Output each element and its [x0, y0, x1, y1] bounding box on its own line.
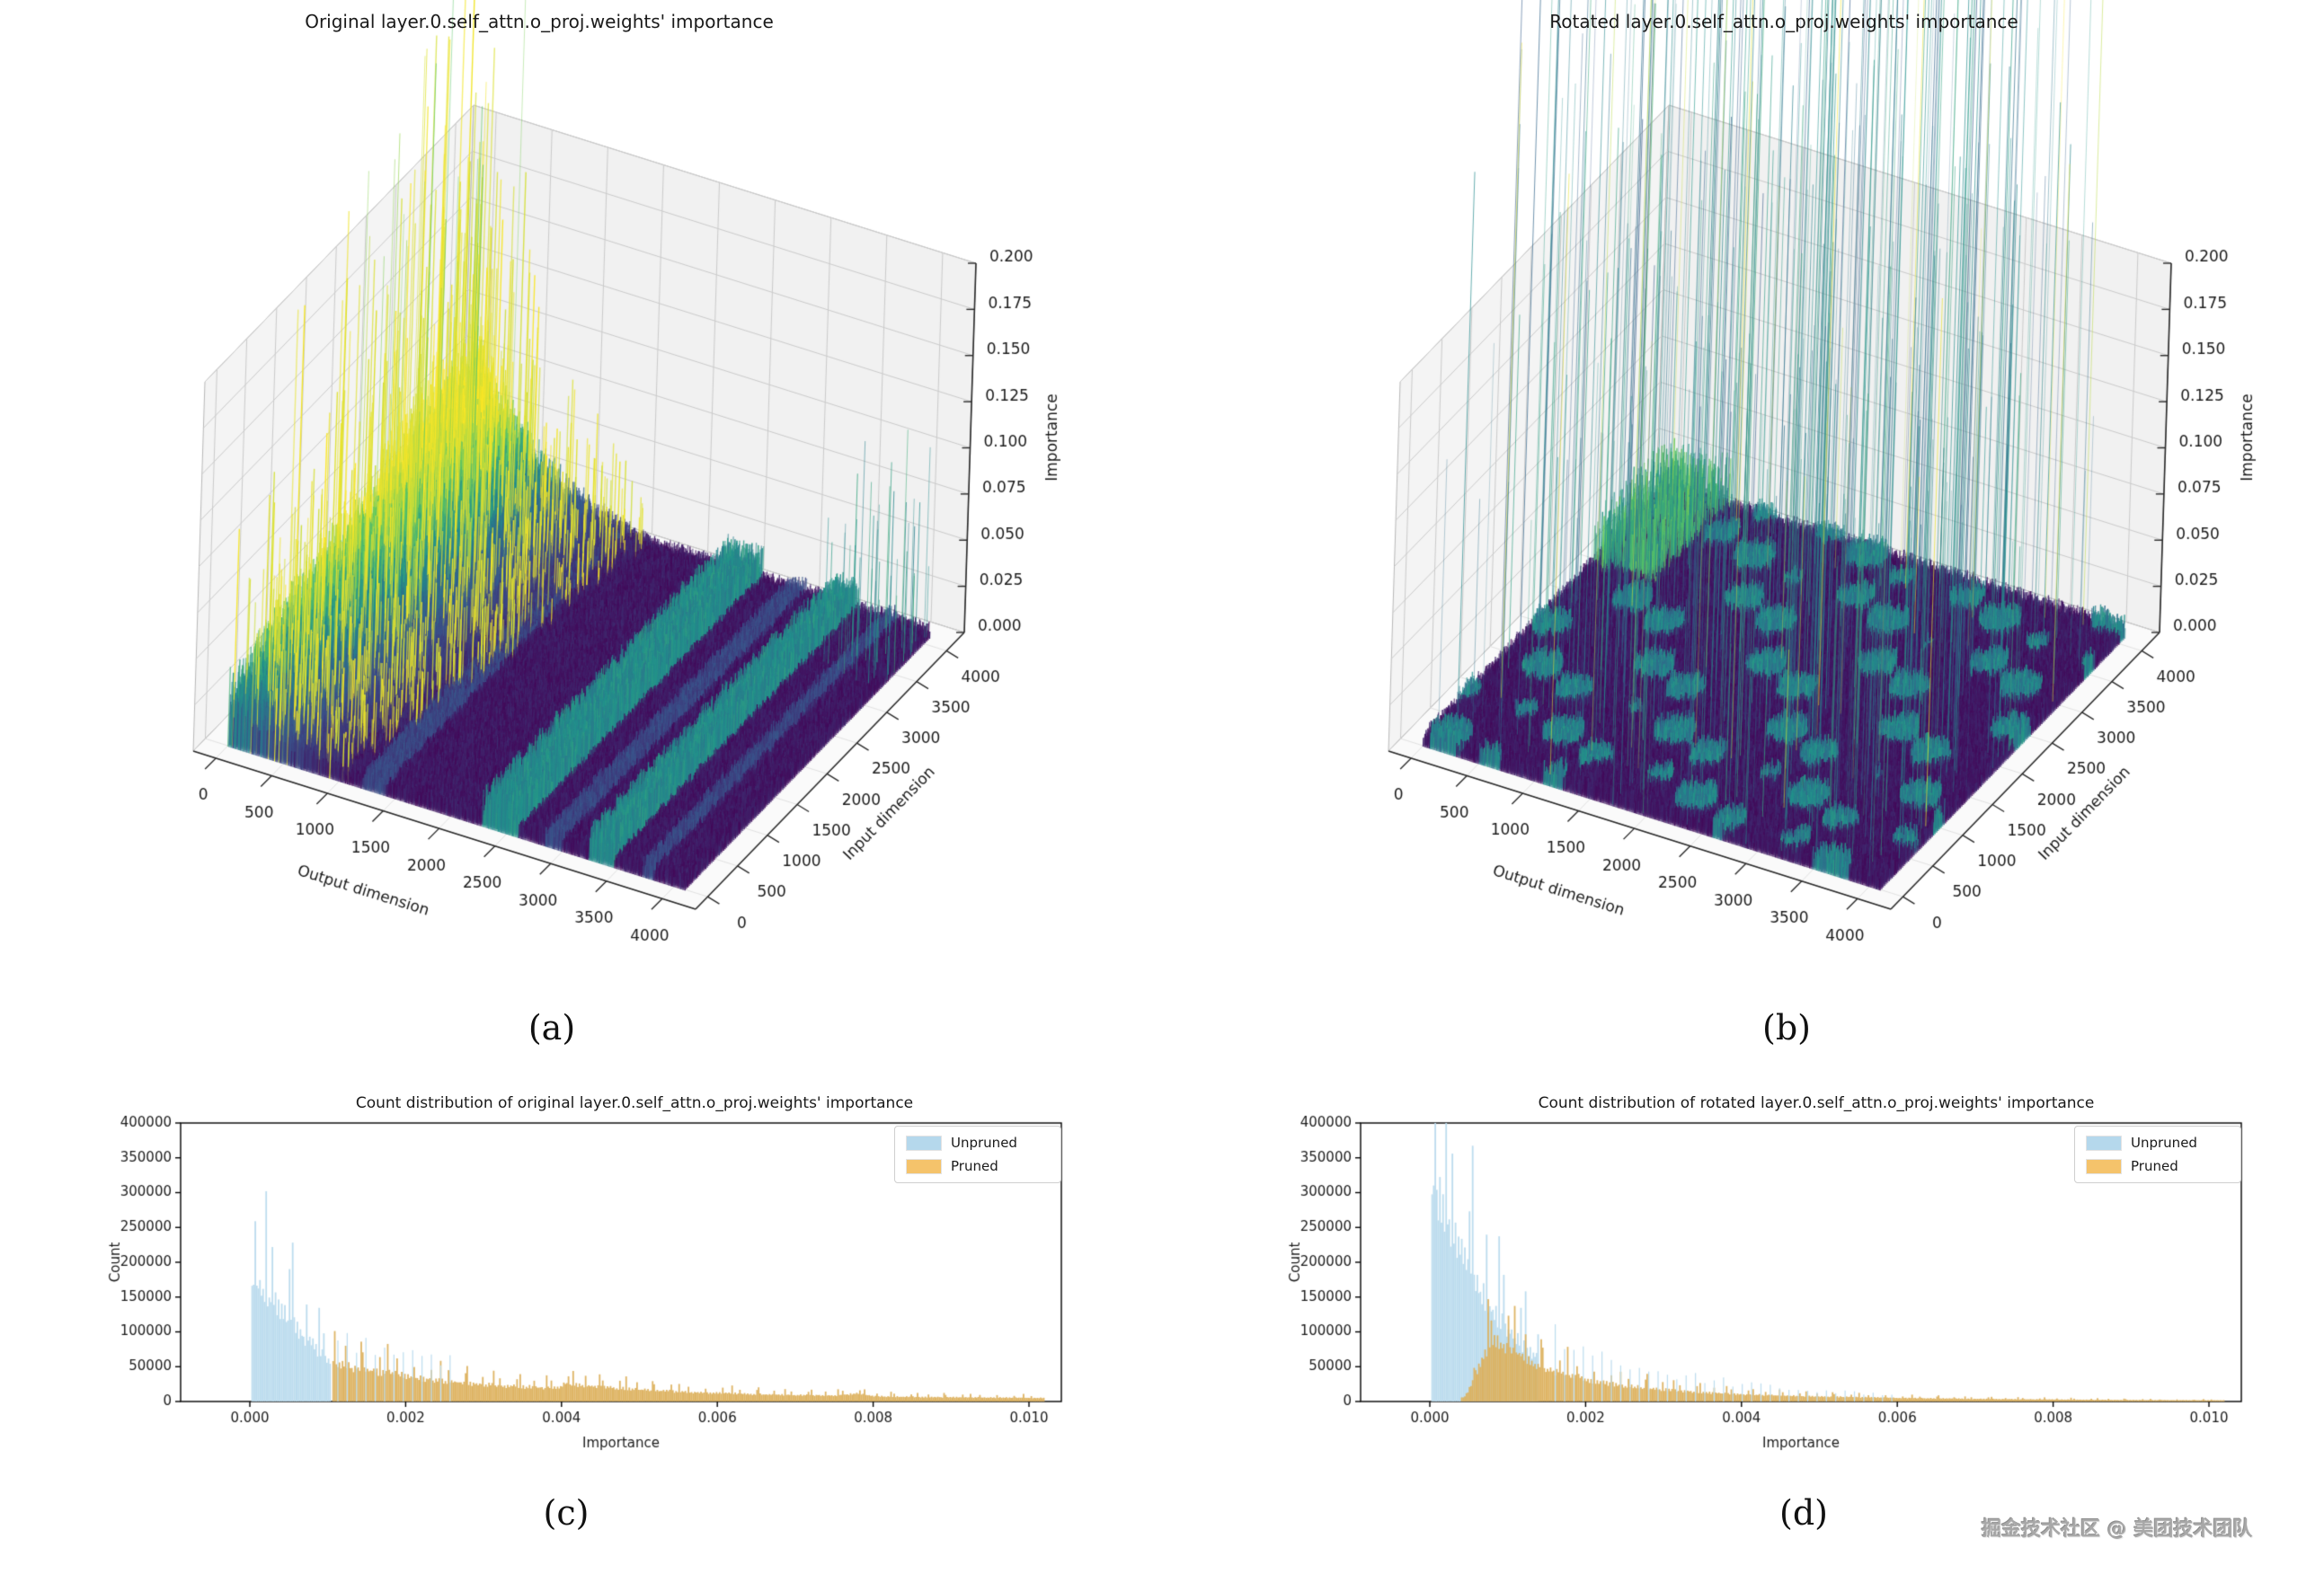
pruned-swatch [906, 1158, 942, 1174]
surface-plot-original-title: Original layer.0.self_attn.o_proj.weight… [305, 11, 774, 32]
subplot-label-d: (d) [1779, 1493, 1828, 1533]
legend-item-unpruned: Unpruned [2086, 1135, 2230, 1151]
watermark-text: 掘金技术社区 @ 美团技术团队 [1982, 1518, 2253, 1541]
pruned-label: Pruned [2131, 1158, 2178, 1174]
pruned-swatch [2086, 1158, 2122, 1174]
surface-plot-rotated-canvas [1162, 0, 2324, 1083]
pruned-label: Pruned [951, 1158, 998, 1174]
histogram-rotated-title: Count distribution of rotated layer.0.se… [1538, 1094, 2095, 1112]
unpruned-swatch [906, 1135, 942, 1151]
unpruned-label: Unpruned [2131, 1135, 2197, 1151]
subplot-label-c: (c) [543, 1493, 590, 1533]
histogram-original-title: Count distribution of original layer.0.s… [355, 1094, 914, 1112]
legend-original: Unpruned Pruned [894, 1126, 1061, 1183]
unpruned-label: Unpruned [951, 1135, 1017, 1151]
legend-rotated: Unpruned Pruned [2074, 1126, 2241, 1183]
legend-item-unpruned: Unpruned [906, 1135, 1050, 1151]
legend-item-pruned: Pruned [2086, 1158, 2230, 1174]
legend-item-pruned: Pruned [906, 1158, 1050, 1174]
subplot-label-a: (a) [528, 1008, 576, 1048]
unpruned-swatch [2086, 1135, 2122, 1151]
subplot-label-b: (b) [1762, 1008, 1811, 1048]
surface-plot-original-canvas [0, 0, 1162, 1083]
surface-plot-rotated-title: Rotated layer.0.self_attn.o_proj.weights… [1549, 11, 2018, 32]
